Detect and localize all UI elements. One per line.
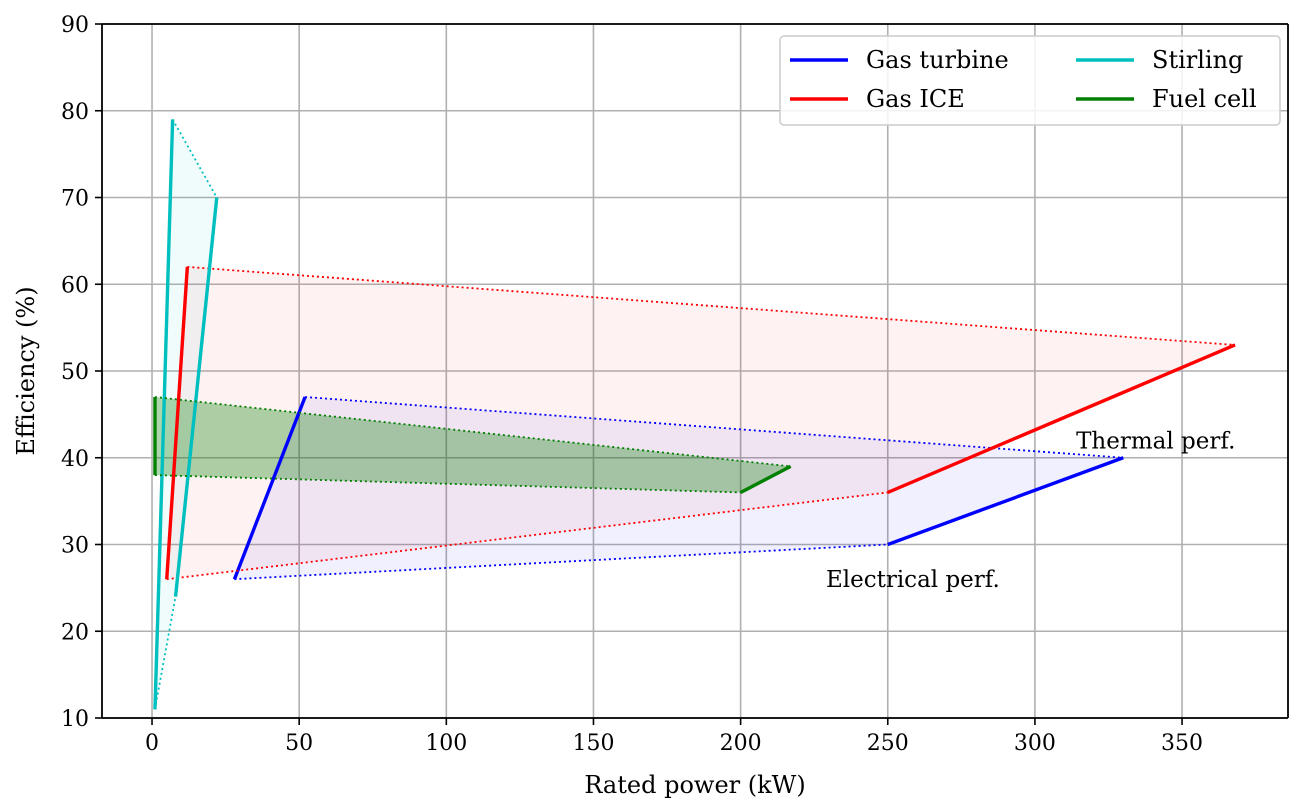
y-tick-label: 70: [61, 187, 89, 212]
y-tick-label: 30: [61, 534, 89, 559]
series-connector: [166, 491, 888, 581]
series-connector: [154, 396, 791, 468]
series-line-min-power: [232, 396, 307, 580]
series-connector: [154, 596, 177, 710]
y-tick-label: 60: [61, 273, 89, 298]
series-area: [154, 397, 791, 493]
series-area: [154, 119, 217, 710]
series-area: [166, 266, 1236, 580]
x-tick-label: 350: [1161, 731, 1203, 756]
y-tick-label: 90: [61, 13, 89, 38]
legend-label: Fuel cell: [1152, 85, 1257, 113]
y-tick-label: 80: [61, 100, 89, 125]
series-areas: [154, 119, 1236, 710]
x-tick-label: 150: [572, 731, 614, 756]
legend-label: Gas ICE: [866, 85, 965, 113]
series-line-max-power: [739, 464, 792, 494]
legend-label: Gas turbine: [866, 46, 1009, 74]
x-tick-label: 250: [867, 731, 909, 756]
y-tick-label: 10: [61, 707, 89, 732]
tick-labels: 0 50 100 150 200 250 300 350 10 20 30 40 50 60 70 80 90: [61, 13, 1203, 756]
series-connector: [304, 396, 1124, 459]
y-axis-label: Efficiency (%): [12, 286, 40, 455]
y-tick-label: 40: [61, 447, 89, 472]
series-line-max-power: [887, 343, 1236, 495]
series-connector: [234, 543, 888, 581]
x-tick-label: 200: [720, 731, 762, 756]
series-line-min-power: [165, 266, 190, 580]
legend-label: Stirling: [1152, 46, 1243, 74]
annotation-label: Electrical perf.: [826, 567, 1000, 593]
annotation-label: Thermal perf.: [1076, 428, 1235, 454]
axes: [95, 23, 1289, 725]
y-tick-label: 50: [61, 360, 89, 385]
series-line-max-power: [887, 456, 1124, 547]
legend: Gas turbine Gas ICE Stirling Fuel cell: [779, 35, 1281, 126]
x-tick-label: 0: [145, 731, 159, 756]
series-connector: [187, 266, 1236, 346]
x-tick-label: 50: [285, 731, 313, 756]
series-line-max-power: [173, 197, 219, 597]
x-tick-label: 100: [425, 731, 467, 756]
annotations: Thermal perf. Electrical perf.: [826, 428, 1235, 593]
x-axis-label: Rated power (kW): [584, 771, 805, 799]
y-tick-label: 20: [61, 620, 89, 645]
series-area: [234, 397, 1124, 580]
legend-box: [779, 35, 1281, 126]
x-tick-label: 300: [1014, 731, 1056, 756]
series-line-min-power: [153, 119, 175, 710]
series-lines: [153, 118, 1236, 710]
